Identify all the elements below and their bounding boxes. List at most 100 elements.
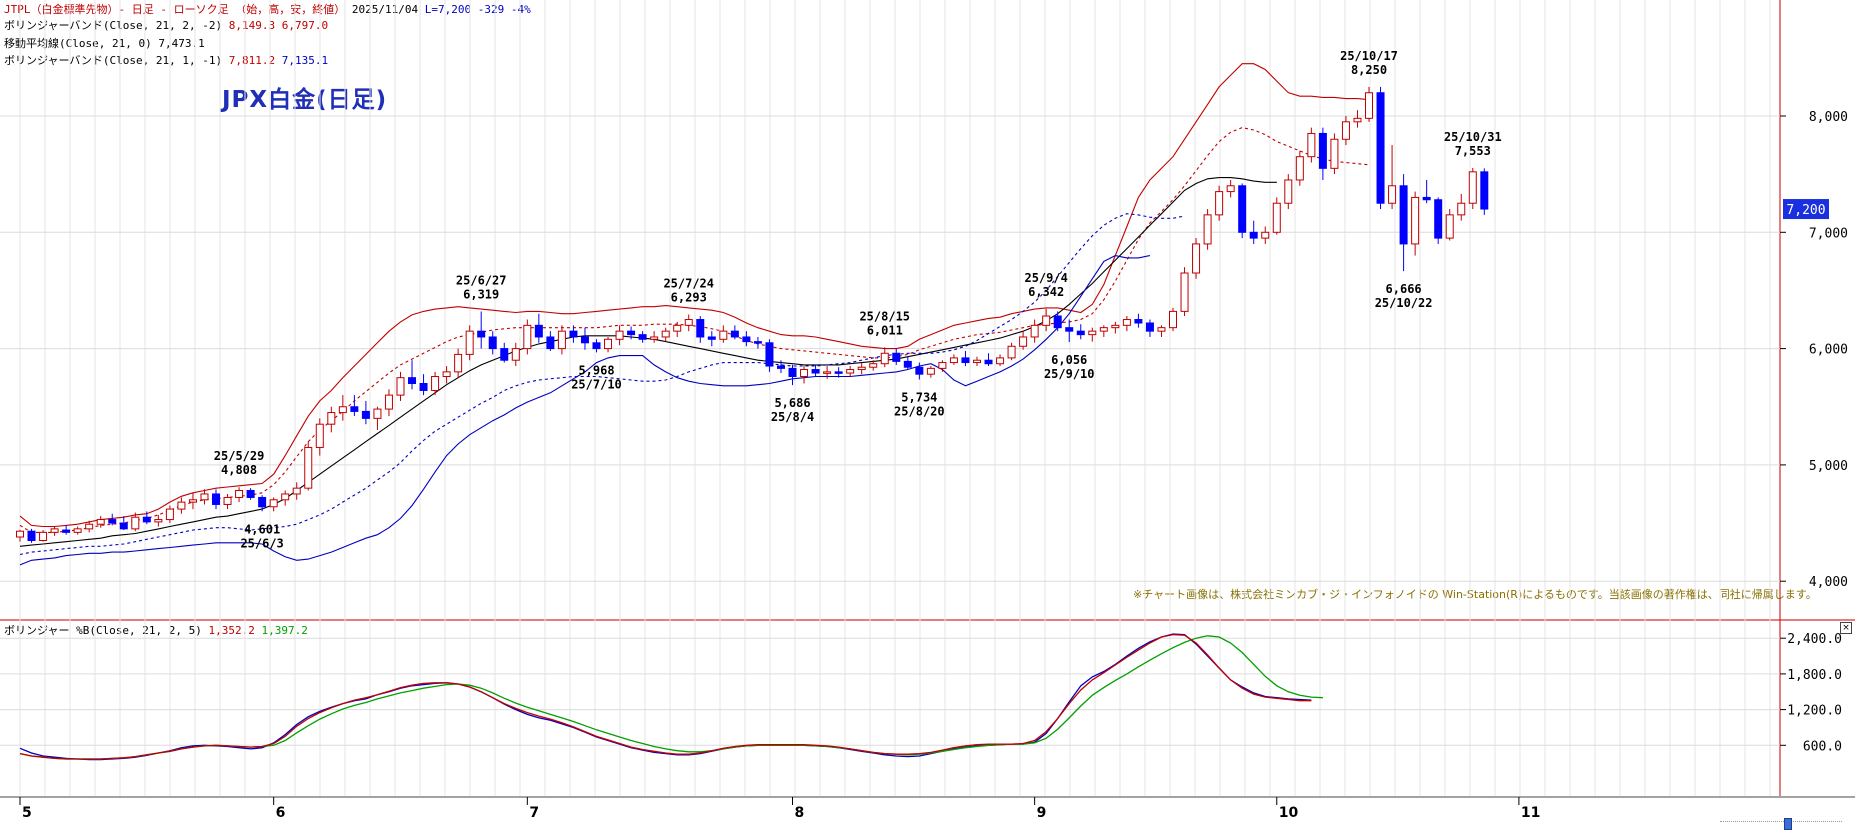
candle-body: [615, 330, 624, 340]
annotation-date: 25/5/29: [214, 449, 265, 463]
annotation-price: 6,293: [671, 291, 707, 305]
bb1-value-lower: 7,135.1: [281, 54, 329, 67]
candle-body: [696, 319, 705, 338]
candle-body: [1422, 196, 1431, 201]
candle-body: [961, 357, 970, 364]
moving-average-line: [19, 177, 1277, 547]
candle-body: [534, 324, 543, 338]
candle-body: [431, 376, 440, 391]
candle-body: [557, 330, 566, 350]
candle-body: [1019, 336, 1028, 347]
candle-body: [223, 496, 232, 505]
candle-body: [903, 360, 912, 368]
candle-body: [949, 357, 958, 364]
candle-body: [719, 330, 728, 340]
bollinger-lower-2sigma: [19, 255, 1151, 566]
candle-body: [604, 338, 613, 350]
annotation-date: 25/9/10: [1044, 367, 1095, 381]
percent-b-label: ボリンジャー %B(Close, 21, 2, 5): [4, 624, 202, 637]
current-price-label: 7,200: [1786, 203, 1825, 218]
candle-body: [1307, 132, 1316, 158]
candle-body: [892, 352, 901, 362]
candle-body: [1353, 117, 1362, 123]
candle-body: [1180, 272, 1189, 312]
candle-body: [269, 499, 278, 508]
candle-body: [1076, 330, 1085, 336]
candle-body: [1134, 319, 1143, 324]
month-tick-label: 7: [529, 805, 539, 821]
time-scrollbar-track[interactable]: [1720, 821, 1842, 826]
header-line-1: JTPL（白金標準先物）- 日足 - ローソク足 （始，高，安，終値） 2025…: [4, 3, 531, 16]
candle-body: [39, 531, 48, 541]
candle-body: [546, 336, 555, 350]
candle-body: [361, 410, 370, 419]
candle-body: [1203, 214, 1212, 245]
candle-body: [488, 336, 497, 350]
annotation-price: 6,666: [1386, 282, 1422, 296]
candle-body: [119, 522, 128, 530]
price-tick-label: 5,000: [1809, 459, 1848, 474]
candle-body: [1226, 185, 1235, 193]
price-tick-label: 6,000: [1809, 343, 1848, 358]
annotation-date: 25/7/24: [663, 277, 714, 291]
annotation-date: 25/10/22: [1375, 296, 1433, 310]
bollinger-upper-2sigma: [19, 63, 1370, 528]
annotation-date: 25/9/4: [1024, 271, 1067, 285]
annotation-price: 5,734: [901, 391, 937, 405]
candle-body: [996, 357, 1005, 365]
candle-body: [765, 342, 774, 367]
annotation-date: 25/10/17: [1340, 49, 1398, 63]
candle-body: [338, 406, 347, 414]
candle-body: [142, 516, 151, 523]
copyright-note: ※チャート画像は、株式会社ミンカブ・ジ・インフォノイドの Win-Station…: [1133, 588, 1817, 601]
candle-body: [235, 489, 244, 498]
annotation-price: 6,342: [1028, 285, 1064, 299]
candle-body: [569, 330, 578, 338]
candle-body: [1411, 196, 1420, 245]
annotation-date: 25/6/3: [240, 536, 283, 550]
candle-body: [1330, 138, 1339, 169]
candle-body: [1215, 191, 1224, 216]
candle-body: [1007, 345, 1016, 359]
candle-body: [1341, 121, 1350, 140]
candle-body: [1399, 185, 1408, 245]
candle-body: [281, 493, 290, 501]
candle-body: [1284, 179, 1293, 204]
candle-body: [1157, 327, 1166, 332]
close-panel-icon[interactable]: ×: [1840, 622, 1852, 634]
candle-body: [315, 423, 324, 448]
time-scrollbar-thumb[interactable]: [1784, 818, 1792, 830]
osc-tick-label: 600.0: [1803, 739, 1842, 754]
price-change-pct: -4%: [510, 3, 531, 16]
price-tick-label: 4,000: [1809, 575, 1848, 590]
annotation-price: 4,808: [221, 463, 257, 477]
osc-tick-label: 1,800.0: [1787, 668, 1842, 683]
annotation-price: 6,319: [463, 288, 499, 302]
candle-body: [707, 336, 716, 340]
bb2-label: ボリンジャーバンド(Close, 21, 2, -2): [4, 19, 223, 32]
candle-body: [511, 348, 520, 361]
candle-body: [972, 359, 981, 364]
candle-body: [1272, 202, 1281, 233]
ma-label: 移動平均線(Close, 21, 0): [4, 37, 152, 50]
candle-body: [938, 362, 947, 369]
annotation-date: 25/8/20: [894, 405, 945, 419]
annotation-price: 6,056: [1051, 353, 1087, 367]
candle-body: [1480, 171, 1489, 210]
candle-body: [477, 330, 486, 338]
candle-body: [373, 408, 382, 419]
candle-body: [1365, 92, 1374, 119]
annotation-price: 4,601: [244, 522, 280, 536]
candle-body: [730, 330, 739, 338]
candle-body: [108, 519, 117, 524]
candle-body: [408, 377, 417, 384]
candle-body: [442, 371, 451, 378]
candle-body: [165, 508, 174, 521]
candle-body: [673, 324, 682, 332]
candle-body: [212, 493, 221, 505]
candle-body: [188, 499, 197, 503]
percent-b-series-line: [19, 633, 1312, 761]
candle-body: [1457, 202, 1466, 216]
annotation-date: 25/6/27: [456, 274, 507, 288]
